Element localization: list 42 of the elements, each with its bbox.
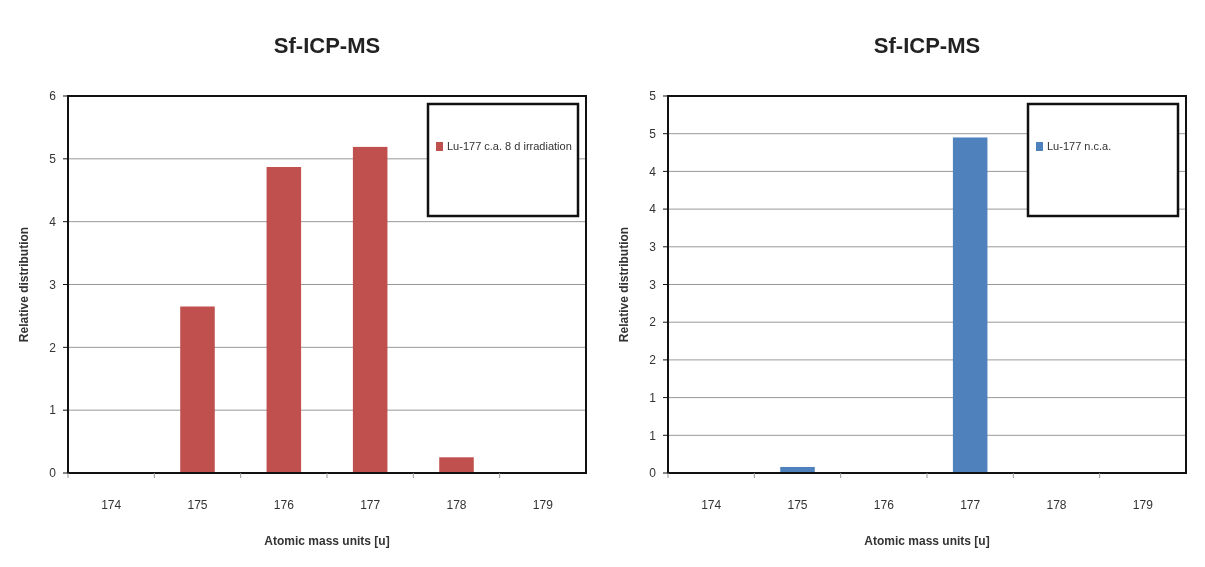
- chart-title: Sf-ICP-MS: [273, 33, 381, 58]
- bar: [352, 146, 388, 473]
- y-tick-label: 4: [648, 164, 656, 179]
- x-tick-label: 175: [187, 498, 208, 512]
- y-tick-label: 2: [648, 315, 656, 330]
- y-axis-title: Relative distribution: [616, 226, 631, 343]
- y-tick-label: 0: [648, 466, 656, 481]
- y-tick-label: 3: [648, 240, 656, 254]
- y-tick-label: 2: [49, 340, 57, 355]
- y-tick-label: 5: [648, 89, 656, 104]
- legend-label: Lu-177 n.c.a.: [1046, 140, 1111, 152]
- y-tick-label: 3: [648, 277, 656, 292]
- x-tick-label: 177: [959, 498, 980, 512]
- y-tick-label: 6: [49, 89, 57, 104]
- bar: [439, 457, 474, 473]
- y-tick-label: 4: [648, 202, 656, 217]
- y-tick-label: 3: [49, 277, 57, 292]
- y-tick-label: 0: [49, 466, 57, 481]
- x-axis-title: Atomic mass units [u]: [264, 534, 390, 548]
- y-tick-label: 1: [648, 428, 656, 443]
- legend-label: Lu-177 c.a. 8 d irradiation: [447, 140, 572, 152]
- chart-title: Sf-ICP-MS: [873, 33, 980, 58]
- x-tick-label: 178: [446, 498, 467, 512]
- x-tick-label: 174: [700, 498, 721, 512]
- bar: [266, 167, 302, 473]
- y-axis-title: Relative distribution: [17, 226, 31, 343]
- y-tick-label: 4: [49, 214, 57, 229]
- x-tick-label: 174: [101, 498, 122, 512]
- y-tick-label: 5: [49, 152, 57, 167]
- x-tick-label: 179: [532, 498, 554, 512]
- x-tick-label: 176: [873, 498, 894, 512]
- y-tick-label: 1: [49, 403, 57, 418]
- y-tick-label: 1: [648, 390, 656, 405]
- x-tick-label: 177: [360, 498, 381, 512]
- x-tick-label: 176: [273, 498, 295, 512]
- x-tick-label: 175: [786, 498, 808, 512]
- y-tick-label: 2: [648, 353, 656, 368]
- x-tick-label: 179: [1132, 498, 1153, 512]
- x-tick-label: 178: [1045, 498, 1067, 512]
- y-tick-label: 5: [648, 126, 656, 141]
- x-axis-title: Atomic mass units [u]: [863, 534, 990, 548]
- bar: [180, 306, 215, 473]
